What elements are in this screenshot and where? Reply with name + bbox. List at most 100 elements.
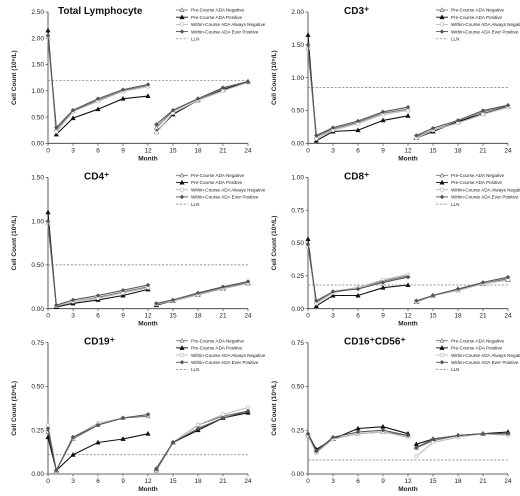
- series-line: [47, 212, 149, 308]
- data-point: [195, 96, 201, 102]
- legend-marker: [179, 22, 185, 27]
- series-line: [307, 44, 409, 137]
- data-point: [330, 434, 336, 440]
- x-tick-label: 18: [194, 147, 202, 154]
- y-tick-label: 0.50: [291, 108, 304, 115]
- x-tick-label: 18: [454, 478, 462, 485]
- y-tick-label: 0.25: [31, 427, 44, 434]
- x-tick-label: 3: [71, 478, 75, 485]
- series-line: [47, 30, 149, 136]
- data-point: [330, 292, 336, 298]
- data-point: [54, 129, 59, 134]
- x-tick-label: 24: [244, 147, 252, 154]
- x-tick-label: 15: [169, 478, 177, 485]
- legend-label: Within-Course ADA Ever Positive: [191, 29, 259, 34]
- data-point: [95, 96, 101, 102]
- x-tick-label: 3: [71, 313, 75, 320]
- legend-label: Pre-Course ADA Negative: [451, 338, 505, 343]
- series-line: [47, 413, 149, 473]
- legend-label: Within-Course ADA Always Negative: [191, 353, 266, 358]
- legend: Pre-Course ADA Negative Pre-Course ADA Po…: [436, 7, 520, 42]
- data-point: [195, 426, 201, 431]
- data-point: [53, 125, 59, 130]
- data-point: [355, 286, 361, 292]
- legend-marker: [179, 172, 185, 178]
- series-line: [155, 406, 249, 469]
- x-tick-label: 9: [381, 147, 385, 154]
- legend: Pre-Course ADA Negative Pre-Course ADA Po…: [436, 172, 520, 207]
- y-tick-label: 1.00: [31, 218, 44, 225]
- data-point: [305, 241, 311, 247]
- data-point: [145, 431, 151, 436]
- series-line: [156, 280, 249, 304]
- legend-marker: [439, 172, 445, 178]
- series-2: [305, 236, 511, 308]
- data-point: [505, 431, 511, 437]
- series-line: [155, 80, 249, 128]
- x-tick-label: 9: [381, 478, 385, 485]
- y-axis-title: Cell Count (10⁹/L): [11, 216, 18, 271]
- panel-title: CD8⁺: [344, 171, 369, 182]
- x-tick-label: 6: [96, 313, 100, 320]
- legend-marker: [179, 337, 185, 343]
- series-line: [155, 81, 249, 134]
- legend-marker: [439, 337, 445, 343]
- data-point: [455, 286, 461, 292]
- y-tick-label: 2.50: [31, 9, 44, 16]
- legend-marker: [179, 29, 185, 34]
- x-tick-label: 15: [429, 478, 437, 485]
- data-point: [330, 125, 336, 130]
- legend-marker: [179, 187, 185, 192]
- x-tick-label: 0: [306, 313, 310, 320]
- legend-label: Pre-Course ADA Negative: [191, 8, 245, 13]
- data-point: [45, 434, 51, 440]
- x-tick-label: 0: [306, 147, 310, 154]
- y-tick-label: 1.50: [31, 62, 44, 69]
- data-point: [505, 102, 511, 108]
- data-point: [153, 466, 159, 472]
- legend-label: LLN: [451, 367, 459, 372]
- data-point: [405, 104, 411, 110]
- y-tick-label: 1.50: [31, 175, 44, 182]
- series-4: [45, 33, 251, 130]
- series-line: [155, 412, 249, 469]
- x-tick-label: 15: [169, 313, 177, 320]
- legend-marker: [179, 353, 185, 358]
- legend-label: Within-Course ADA Ever Positive: [451, 195, 519, 200]
- legend-label: Pre-Course ADA Negative: [451, 173, 505, 178]
- legend-marker: [439, 353, 445, 358]
- x-tick-label: 18: [454, 147, 462, 154]
- data-point: [153, 301, 159, 306]
- x-tick-label: 12: [144, 313, 152, 320]
- x-tick-label: 15: [429, 147, 437, 154]
- legend: Pre-Course ADA Negative Pre-Course ADA Po…: [176, 7, 266, 42]
- legend: Pre-Course ADA Negative Pre-Course ADA Po…: [176, 172, 266, 207]
- y-tick-label: 0.00: [291, 141, 304, 148]
- y-axis-title: Cell Count (10⁹/L): [11, 381, 18, 436]
- legend-marker: [439, 14, 445, 20]
- legend: Pre-Course ADA Negative Pre-Course ADA Po…: [176, 337, 266, 372]
- y-tick-label: 0.50: [31, 384, 44, 391]
- legend-label: Within-Course ADA Always Negative: [451, 187, 520, 192]
- data-point: [120, 287, 126, 293]
- legend-marker: [439, 194, 445, 200]
- data-point: [355, 429, 361, 435]
- legend-label: Pre-Course ADA Negative: [191, 173, 245, 178]
- y-tick-label: 1.50: [291, 42, 304, 49]
- series-line: [415, 433, 509, 457]
- y-tick-label: 0.75: [31, 340, 44, 347]
- data-point: [413, 441, 419, 447]
- data-point: [53, 468, 59, 473]
- y-tick-label: 2.00: [31, 35, 44, 42]
- data-point: [120, 87, 126, 93]
- data-point: [305, 431, 311, 437]
- x-tick-label: 24: [244, 313, 252, 320]
- series-line: [47, 433, 149, 472]
- x-tick-label: 6: [356, 478, 360, 485]
- series-line: [307, 244, 409, 302]
- x-tick-label: 15: [169, 147, 177, 154]
- series-4: [45, 218, 251, 308]
- data-point: [480, 280, 486, 285]
- legend-marker: [179, 194, 185, 200]
- x-tick-label: 3: [331, 147, 335, 154]
